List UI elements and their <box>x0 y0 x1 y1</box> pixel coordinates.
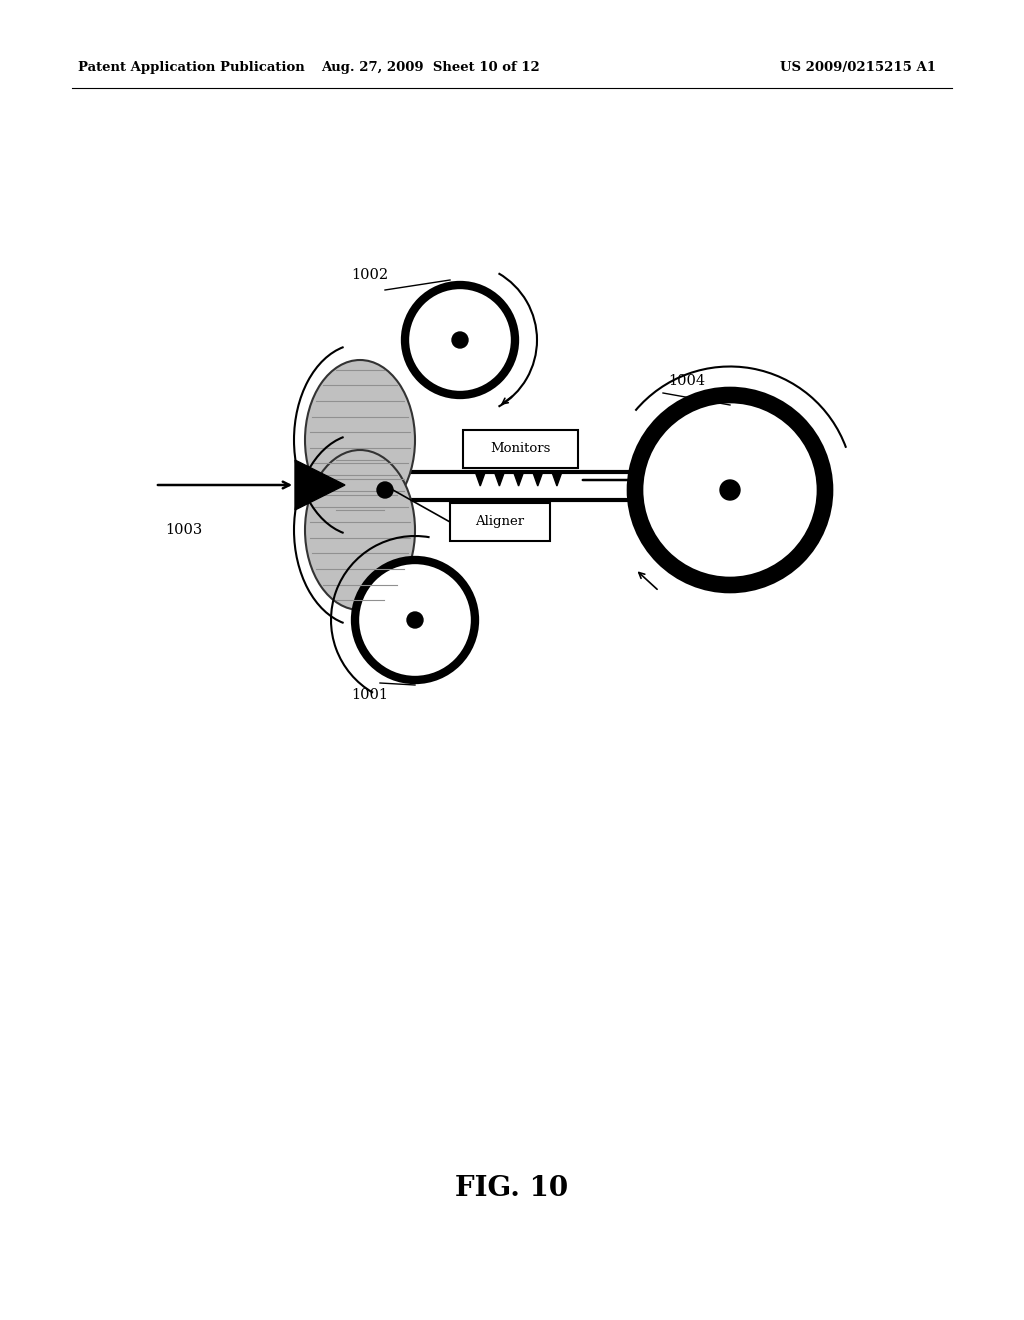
Text: Aligner: Aligner <box>475 516 524 528</box>
Ellipse shape <box>305 450 415 610</box>
Text: Monitors: Monitors <box>490 442 551 455</box>
Polygon shape <box>532 473 543 486</box>
Text: Patent Application Publication: Patent Application Publication <box>78 62 305 74</box>
Text: FIG. 10: FIG. 10 <box>456 1175 568 1201</box>
Circle shape <box>635 395 825 585</box>
Circle shape <box>452 333 468 348</box>
Polygon shape <box>552 473 562 486</box>
Ellipse shape <box>305 360 415 520</box>
Text: 1003: 1003 <box>165 523 203 537</box>
Text: US 2009/0215215 A1: US 2009/0215215 A1 <box>780 62 936 74</box>
Circle shape <box>720 480 740 500</box>
Circle shape <box>406 285 515 395</box>
Circle shape <box>355 560 475 680</box>
Text: 1002: 1002 <box>351 268 388 282</box>
FancyBboxPatch shape <box>450 503 550 541</box>
Text: Aug. 27, 2009  Sheet 10 of 12: Aug. 27, 2009 Sheet 10 of 12 <box>321 62 540 74</box>
Text: 1004: 1004 <box>668 374 706 388</box>
Polygon shape <box>495 473 505 486</box>
Polygon shape <box>295 459 345 510</box>
FancyBboxPatch shape <box>463 430 578 469</box>
Circle shape <box>377 482 393 498</box>
Circle shape <box>407 612 423 628</box>
Polygon shape <box>475 473 485 486</box>
Polygon shape <box>514 473 523 486</box>
Text: 1001: 1001 <box>351 688 388 702</box>
